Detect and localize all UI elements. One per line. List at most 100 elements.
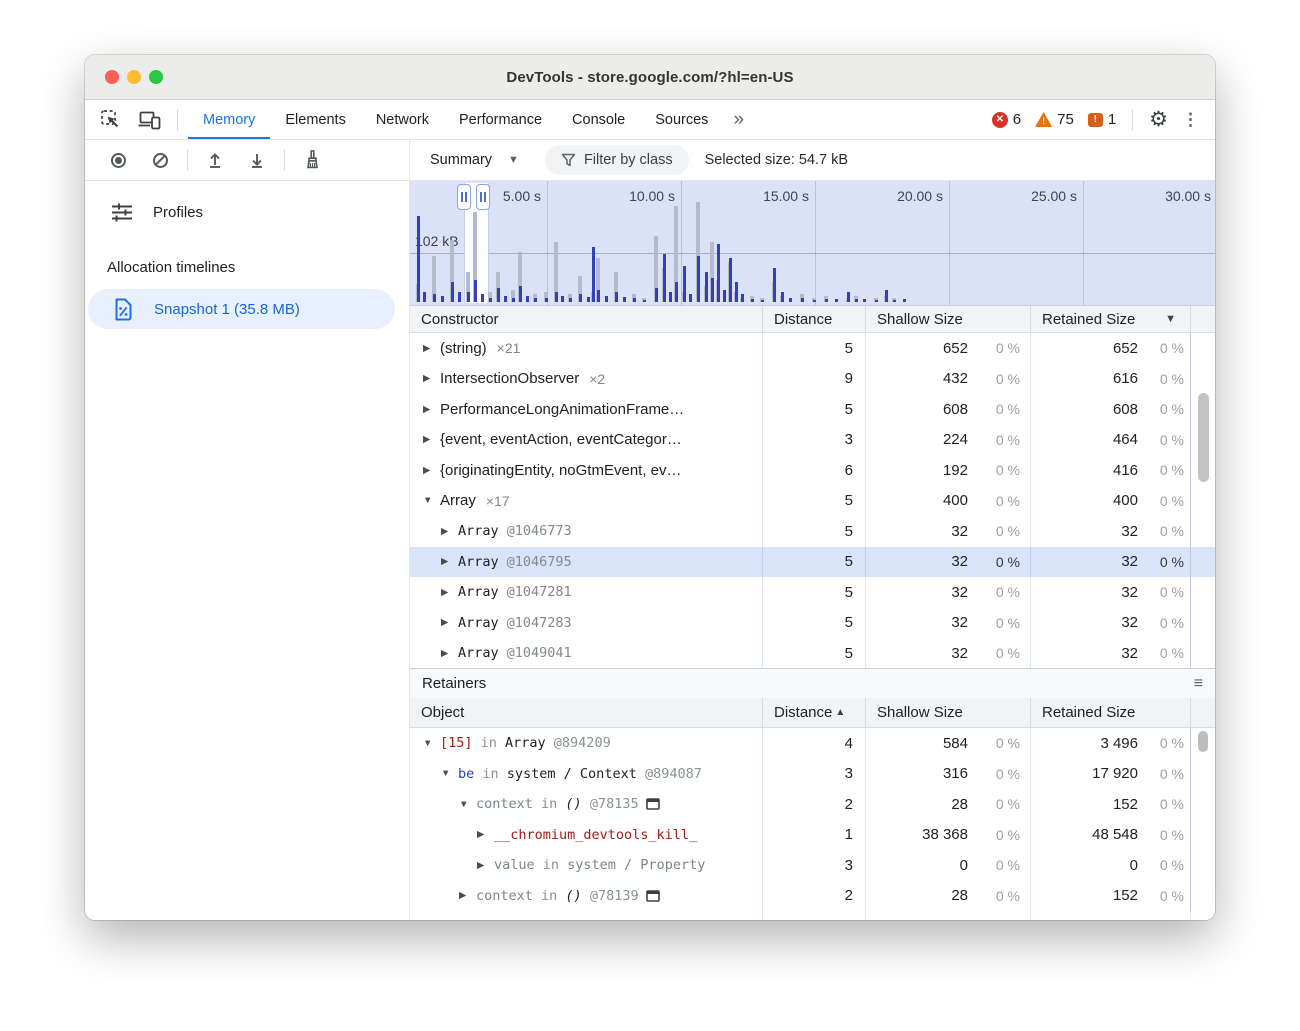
save-profile-button[interactable] [246, 149, 268, 171]
menu-button[interactable]: ⋮ [1182, 110, 1199, 129]
tab-elements[interactable]: Elements [285, 111, 346, 128]
clear-profiles-button[interactable] [149, 149, 171, 171]
table-row[interactable]: ▶ Array @1047283 5 32 0 % 32 0 % [410, 607, 1215, 638]
timeline-bar-live [710, 278, 714, 302]
table-row[interactable]: ▶ (string) ×21 5 652 0 % 652 0 % [410, 333, 1215, 364]
timeline-bar-live [440, 296, 444, 302]
collect-garbage-button[interactable] [301, 149, 323, 171]
disclosure-collapsed-icon[interactable]: ▶ [423, 403, 431, 415]
column-header-object[interactable]: Object [410, 698, 762, 727]
selection-left-handle[interactable] [457, 184, 471, 210]
time-tick-label: 30.00 s [1165, 188, 1211, 204]
load-profile-button[interactable] [204, 149, 226, 171]
tab-network[interactable]: Network [375, 111, 430, 128]
constructor-scrollbar-thumb[interactable] [1198, 393, 1209, 482]
shallow-size-value: 316 [942, 765, 968, 783]
close-window-button[interactable] [105, 70, 119, 84]
table-row[interactable]: ▶ Array @1049041 5 32 0 % 32 0 % [410, 638, 1215, 668]
disclosure-collapsed-icon[interactable]: ▶ [477, 829, 485, 841]
disclosure-collapsed-icon[interactable]: ▶ [423, 434, 431, 446]
table-row[interactable]: ▶ context in () @78139 2 28 0 % 152 0 % [410, 880, 1215, 911]
table-row[interactable]: ▶ __chromium_devtools_kill_ 1 38 368 0 % 48 5… [410, 819, 1215, 850]
retainer-object-label: __chromium_devtools_kill_ [494, 827, 697, 843]
settings-button[interactable]: ⚙ [1149, 108, 1168, 131]
allocation-timeline-overview[interactable]: 102 kB 5.00 s 10.00 s 15.00 s 20.00 s 25.00 … [410, 181, 1215, 305]
distance-cell: 1 [844, 826, 853, 844]
issue-counter[interactable]: ! 1 [1087, 111, 1116, 128]
perspective-select[interactable]: Summary ▼ [430, 152, 519, 168]
column-header-constructor[interactable]: Constructor [410, 306, 762, 332]
instance-count: ×2 [589, 370, 606, 387]
sidebar-item-snapshot-1[interactable]: Snapshot 1 (35.8 MB) [88, 289, 395, 329]
tab-console[interactable]: Console [572, 111, 626, 128]
selection-right-handle[interactable] [476, 184, 490, 210]
retained-size-percent: 0 % [1159, 614, 1184, 631]
table-row[interactable]: ▶ Array @1046795 5 32 0 % 32 0 % [410, 546, 1215, 577]
tab-sources[interactable]: Sources [655, 111, 709, 128]
table-row[interactable]: ▼ Array ×17 5 400 0 % 400 0 % [410, 485, 1215, 516]
table-row[interactable]: ▼ be in system / Context @894087 3 316 0 % 17… [410, 758, 1215, 789]
disclosure-expanded-icon[interactable]: ▼ [423, 737, 433, 749]
timeline-bar-total [466, 272, 470, 302]
disclosure-expanded-icon[interactable]: ▼ [441, 768, 451, 780]
disclosure-collapsed-icon[interactable]: ▶ [459, 890, 467, 902]
tab-performance[interactable]: Performance [459, 111, 543, 128]
disclosure-expanded-icon[interactable]: ▼ [459, 798, 469, 810]
error-counter[interactable]: ✕ 6 [991, 111, 1021, 128]
column-header-retained-size[interactable]: Retained Size ▼ [1030, 306, 1190, 332]
disclosure-collapsed-icon[interactable]: ▶ [441, 525, 449, 537]
table-row[interactable]: ▶ Array @1047281 5 32 0 % 32 0 % [410, 577, 1215, 608]
retained-size-cell: 32 0 % [1030, 638, 1190, 668]
shallow-size-value: 652 [942, 339, 968, 357]
timeline-bar-live [642, 300, 646, 302]
disclosure-collapsed-icon[interactable]: ▶ [423, 464, 431, 476]
table-row[interactable]: ▶ {originatingEntity, noGtmEvent, ev… 6 192… [410, 455, 1215, 486]
column-header-distance[interactable]: Distance ▲ [762, 698, 865, 727]
retainers-scrollbar-thumb[interactable] [1198, 731, 1208, 752]
disclosure-collapsed-icon[interactable]: ▶ [423, 342, 431, 354]
column-header-label: Constructor [421, 310, 499, 328]
minimize-window-button[interactable] [127, 70, 141, 84]
disclosure-expanded-icon[interactable]: ▼ [423, 495, 433, 507]
retainer-segment: in [472, 735, 506, 752]
timeline-bar-live [416, 216, 420, 302]
timeline-bar-live [862, 299, 866, 302]
zoom-window-button[interactable] [149, 70, 163, 84]
shallow-size-percent: 0 % [995, 370, 1020, 387]
filter-funnel-icon [561, 153, 576, 167]
sidebar-item-profiles[interactable]: Profiles [85, 193, 409, 231]
disclosure-collapsed-icon[interactable]: ▶ [441, 617, 449, 629]
table-row[interactable]: ▼ [15] in Array @894209 4 584 0 % 3 496 0 % [410, 728, 1215, 759]
table-row[interactable]: ▶ IntersectionObserver ×2 9 432 0 % 616 0 % [410, 363, 1215, 395]
memory-toolbar: Summary ▼ Filter by class Selected size:… [85, 140, 1215, 181]
column-header-shallow-size[interactable]: Shallow Size [865, 306, 1030, 332]
column-header-retained-size[interactable]: Retained Size [1030, 698, 1190, 727]
disclosure-collapsed-icon[interactable]: ▶ [441, 556, 449, 568]
table-row[interactable]: ▶ PerformanceLongAnimationFrame… 5 608 0 % 60… [410, 394, 1215, 425]
class-filter-input[interactable]: Filter by class [544, 145, 689, 175]
table-row[interactable]: ▼ context in () @78135 2 28 0 % 152 0 % [410, 789, 1215, 820]
constructor-cell: ▶ IntersectionObserver ×2 [410, 364, 762, 395]
inspect-element-button[interactable] [99, 108, 123, 132]
table-row[interactable]: ▶ value in system / Property 3 0 0 % 0 0 % [410, 850, 1215, 881]
timeline-bar-live [591, 247, 595, 302]
disclosure-collapsed-icon[interactable]: ▶ [477, 859, 485, 871]
traffic-lights [105, 55, 163, 99]
table-row[interactable]: ▶ {event, eventAction, eventCategor… 3 224 0… [410, 424, 1215, 455]
tab-memory[interactable]: Memory [188, 100, 271, 139]
column-header-distance[interactable]: Distance [762, 306, 865, 332]
devtools-window: DevTools - store.google.com/?hl=en-US Me… [85, 55, 1215, 920]
disclosure-collapsed-icon[interactable]: ▶ [441, 586, 449, 598]
more-tabs-button[interactable]: » [733, 108, 745, 130]
shallow-size-value: 192 [942, 461, 968, 479]
record-heap-button[interactable] [107, 149, 129, 171]
retainers-menu-icon[interactable]: ≡ [1193, 674, 1203, 692]
constructor-cell: ▶ Array @1047281 [410, 577, 762, 608]
toggle-device-toolbar-button[interactable] [137, 108, 161, 132]
retainer-segment: () [565, 887, 582, 904]
warning-counter[interactable]: ! 75 [1035, 111, 1074, 128]
disclosure-collapsed-icon[interactable]: ▶ [423, 373, 431, 385]
column-header-shallow-size[interactable]: Shallow Size [865, 698, 1030, 727]
table-row[interactable]: ▶ Array @1046773 5 32 0 % 32 0 % [410, 516, 1215, 547]
disclosure-collapsed-icon[interactable]: ▶ [441, 647, 449, 659]
